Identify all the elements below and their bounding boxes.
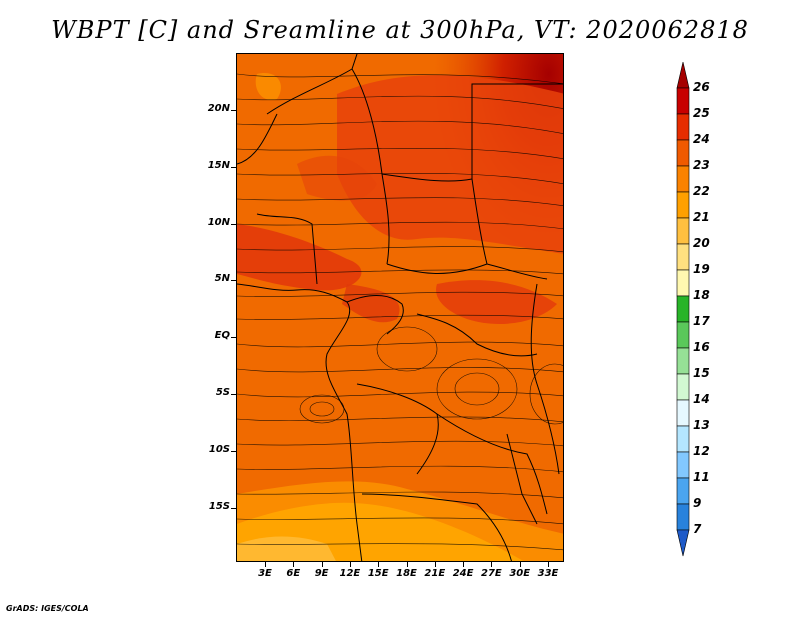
y-axis-tick [231, 166, 236, 168]
colorbar-label: 26 [693, 80, 710, 94]
colorbar [674, 62, 754, 562]
colorbar-label: 13 [693, 418, 710, 432]
y-axis-tick [231, 110, 236, 111]
x-axis-label: 6E [286, 568, 301, 579]
colorbar-swatch [676, 191, 690, 219]
x-axis-tick [434, 562, 436, 567]
colorbar-swatch [676, 165, 690, 193]
x-axis-label: 3E [258, 568, 272, 579]
y-axis-tick [231, 450, 236, 452]
x-axis-tick [491, 562, 493, 567]
colorbar-label: 11 [693, 470, 710, 484]
y-axis-label: 20N [207, 103, 230, 114]
colorbar-swatch [676, 347, 690, 375]
colorbar-label: 15 [693, 366, 710, 380]
colorbar-swatch [676, 477, 690, 505]
x-axis-label: 24E [452, 568, 474, 579]
chart-title: WBPT [C] and Sreamline at 300hPa, VT: 20… [51, 16, 749, 44]
x-axis-tick [349, 562, 351, 567]
y-axis-tick [231, 337, 236, 339]
colorbar-swatch [676, 295, 690, 323]
x-axis-label: 30E [509, 568, 531, 579]
x-axis-tick [293, 562, 295, 567]
colorbar-label: 23 [693, 158, 710, 172]
x-axis-label: 12E [339, 568, 361, 579]
colorbar-swatch [676, 87, 690, 115]
colorbar-swatch [676, 139, 690, 167]
colorbar-swatch [676, 373, 690, 401]
colorbar-label: 18 [693, 288, 710, 302]
colorbar-swatch [676, 503, 690, 531]
colorbar-swatch [676, 425, 690, 453]
x-axis-tick [519, 562, 521, 567]
y-axis-label: 15S [208, 500, 230, 512]
colorbar-swatch [676, 399, 690, 427]
x-axis-tick [548, 562, 549, 567]
y-axis-tick [231, 394, 236, 395]
x-axis-tick [406, 562, 408, 567]
colorbar-swatch [676, 113, 690, 141]
y-axis-tick [231, 280, 236, 282]
colorbar-label: 19 [693, 262, 710, 276]
colorbar-swatch [676, 62, 690, 89]
x-axis-tick [378, 562, 380, 567]
y-axis-label: 10S [208, 443, 230, 455]
y-axis-tick [231, 507, 236, 509]
colorbar-swatch [676, 243, 690, 271]
colorbar-label: 21 [693, 210, 710, 224]
colorbar-label: 9 [693, 496, 702, 510]
y-axis-label: 5N [214, 273, 230, 285]
colorbar-label: 14 [693, 392, 710, 406]
colorbar-swatch [676, 451, 690, 479]
x-axis-label: 9E [314, 568, 329, 579]
colorbar-label: 7 [693, 522, 702, 536]
x-axis-tick [321, 562, 323, 567]
grads-credit: GrADS: IGES/COLA [6, 604, 89, 613]
colorbar-label: 16 [693, 340, 710, 354]
y-axis-label: EQ [214, 330, 230, 342]
y-axis-tick [231, 223, 236, 225]
x-axis-tick [463, 562, 465, 567]
map-plot-area [236, 53, 564, 562]
colorbar-label: 24 [693, 132, 710, 146]
colorbar-label: 22 [693, 184, 710, 198]
y-axis-label: 15N [207, 159, 230, 171]
x-axis-label: 15E [367, 568, 389, 579]
y-axis-label: 5S [215, 387, 230, 398]
colorbar-swatch [676, 217, 690, 245]
x-axis-label: 21E [424, 568, 446, 579]
colorbar-label: 20 [693, 236, 710, 250]
colorbar-label: 17 [693, 314, 710, 328]
colorbar-swatch [676, 269, 690, 297]
colorbar-swatch [676, 529, 690, 557]
colorbar-swatch [676, 321, 690, 349]
x-axis-label: 18E [396, 568, 417, 579]
x-axis-tick [265, 562, 266, 567]
x-axis-label: 27E [481, 568, 502, 579]
colorbar-label: 25 [693, 106, 710, 120]
y-axis-label: 10N [207, 216, 230, 228]
x-axis-label: 33E [537, 568, 559, 579]
colorbar-label: 12 [693, 444, 710, 458]
